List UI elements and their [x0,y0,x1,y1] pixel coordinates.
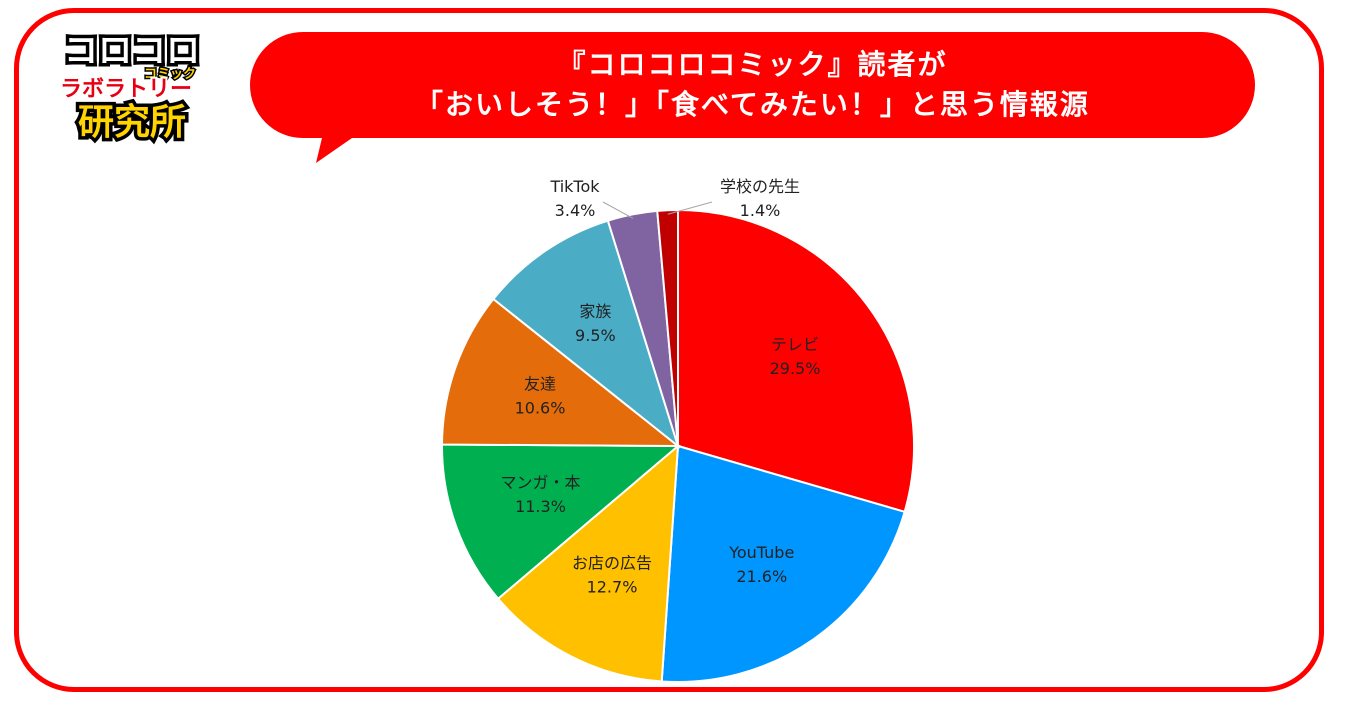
slice-value-0: 29.5% [770,359,821,378]
slice-label-7: 学校の先生 [720,177,800,196]
logo-tag: コミック [144,67,196,82]
slice-label-0: テレビ [771,335,819,354]
slice-value-7: 1.4% [740,201,781,220]
leader-line-7 [667,201,713,215]
pie-slice-youtube [660,444,906,683]
leader-line-6 [602,201,634,219]
pie-slice-item-4 [440,297,681,448]
slice-value-2: 12.7% [587,578,638,597]
korokoro-lab-logo: コロコロ コミック ラボラトリー 研究所 [58,28,204,147]
chart-title: 『コロコロコミック』読者が 「おいしそう！」「食べてみたい！」と思う情報源 [250,32,1255,138]
title-speech-bubble [250,32,1255,163]
chart-frame [14,8,1324,692]
chart-title-line-2: 「おいしそう！」「食べてみたい！」と思う情報源 [415,88,1090,121]
pie-slice-item-0 [677,208,915,514]
slice-value-4: 10.6% [515,398,566,417]
slice-value-6: 3.4% [555,201,596,220]
slice-value-3: 11.3% [515,497,566,516]
slice-value-5: 9.5% [575,326,616,345]
slice-value-1: 21.6% [736,567,787,586]
pie-slices [440,208,915,683]
pie-labels: テレビ 29.5% YouTube 21.6% お店の広告 12.7% マンガ・本 11.3%… [500,177,820,597]
logo-line-2: ラボラトリー [60,77,192,102]
logo-line-3: 研究所 [78,102,186,143]
pie-slice-item-7 [656,208,679,447]
slice-label-4: 友達 [524,374,556,393]
speech-bubble-shape [250,32,1255,163]
logo-line-1: コロコロ [64,31,200,71]
slice-label-3: マンガ・本 [500,473,580,492]
pie-slice-item-5 [491,219,680,449]
pie-slice-item-2 [496,443,680,683]
pie-slice-item-3 [441,443,681,601]
slice-label-2: お店の広告 [572,554,652,573]
pie-leader-lines [602,201,713,219]
slice-label-5: 家族 [579,302,611,321]
slice-label-6: TikTok [549,177,600,196]
chart-title-line-1: 『コロコロコミック』読者が [557,48,948,81]
slice-label-1: YouTube [728,543,794,562]
